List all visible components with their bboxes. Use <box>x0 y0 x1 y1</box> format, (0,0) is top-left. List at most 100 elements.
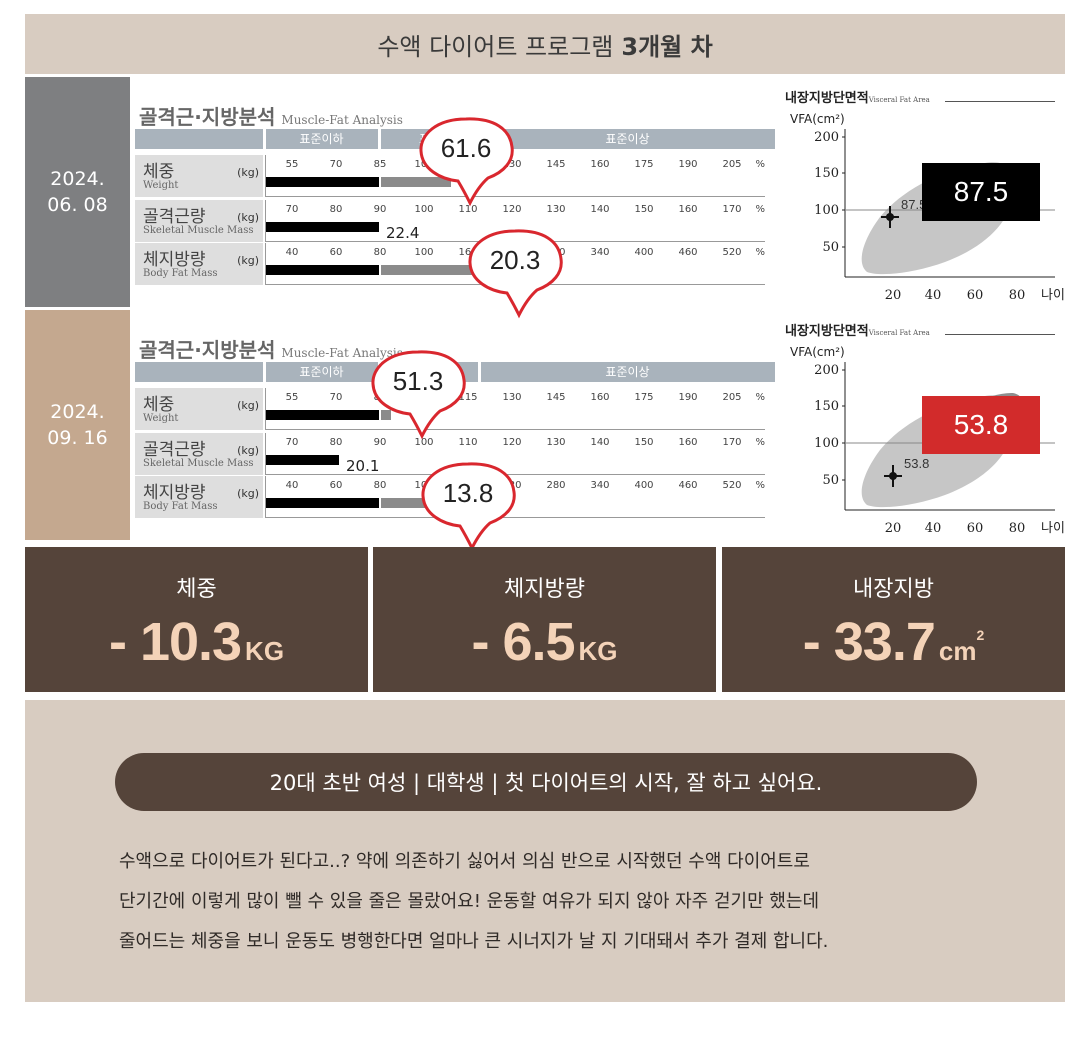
scale-tick: 170 <box>722 204 742 215</box>
analysis-bar <box>266 177 379 187</box>
review-headline: 20대 초반 여성 | 대학생 | 첫 다이어트의 시작, 잘 하고 싶어요. <box>115 753 977 811</box>
mfa-title: 골격근·지방분석 Muscle-Fat Analysis <box>139 334 403 363</box>
scale-header-above: 표준이상 <box>605 132 650 146</box>
analysis-label: 골격근량 Skeletal Muscle Mass (kg) <box>135 200 263 242</box>
scale-tick: 150 <box>634 437 654 448</box>
analysis-label: 골격근량 Skeletal Muscle Mass (kg) <box>135 433 263 475</box>
scale-tick: 205 <box>722 392 742 403</box>
mfa-title-ko: 골격근·지방분석 <box>139 105 276 129</box>
label-ko: 체중 <box>143 395 175 415</box>
label-unit: (kg) <box>237 211 259 224</box>
label-en: Skeletal Muscle Mass <box>143 458 254 469</box>
scale-tick: 110 <box>458 204 478 215</box>
percent-sign: % <box>755 480 765 491</box>
analysis-row: 골격근량 Skeletal Muscle Mass (kg) 70 80 90 100 110… <box>135 433 775 477</box>
date-day: 09. 16 <box>47 427 108 449</box>
scale-tick: 100 <box>414 247 434 258</box>
scale-tick: 80 <box>373 480 387 491</box>
scale-header-below: 표준이하 <box>299 365 344 379</box>
scale-tick: 400 <box>634 247 654 258</box>
scale-tick: 160 <box>678 204 698 215</box>
vfa-ytick: 150 <box>814 166 839 181</box>
date-column: 2024. 06. 08 <box>25 77 130 307</box>
scale-tick: 520 <box>722 247 742 258</box>
scale-tick: 130 <box>546 204 566 215</box>
scale-tick: 90 <box>373 437 387 448</box>
scale-tick: 60 <box>329 480 343 491</box>
analysis-bar <box>266 498 379 508</box>
header-title-bold: 3개월 차 <box>621 32 713 61</box>
analysis-scale: 557085100115130145160175190205% <box>265 388 765 430</box>
mfa-title-ko: 골격근·지방분석 <box>139 338 276 362</box>
label-unit: (kg) <box>237 444 259 457</box>
scale-tick: 130 <box>502 159 522 170</box>
date-year: 2024. <box>50 401 105 423</box>
scale-tick: 280 <box>546 480 566 491</box>
scale-tick: 460 <box>678 247 698 258</box>
label-ko: 체지방량 <box>143 483 206 503</box>
vfa-ytick: 100 <box>814 203 839 218</box>
stat-unit: KG <box>578 636 618 666</box>
value-callout: 20.3 <box>467 227 567 319</box>
vfa-ylabel: VFA(cm²) <box>790 345 845 359</box>
vfa-xtick: 20 <box>885 521 902 536</box>
scale-tick: 170 <box>722 437 742 448</box>
analysis-scale: 70 80 90 100 110 120 130 140 150 160 170% 20.1 <box>265 433 765 475</box>
vfa-title: 내장지방단면적Visceral Fat Area <box>785 91 930 106</box>
scale-tick: 60 <box>329 247 343 258</box>
scale-tick: 340 <box>590 480 610 491</box>
analysis-row: 골격근량 Skeletal Muscle Mass (kg) 70 80 90 100 110… <box>135 200 775 244</box>
callout-value: 20.3 <box>489 244 541 275</box>
vfa-ytick: 150 <box>814 399 839 414</box>
vfa-ytick: 100 <box>814 436 839 451</box>
visceral-fat-area-chart: 내장지방단면적Visceral Fat Area VFA(cm²) 200 150 10… <box>785 77 1065 307</box>
review-line: 단기간에 이렇게 많이 뺄 수 있을 줄은 몰랐어요! 운동할 여유가 되지 않… <box>119 891 820 912</box>
callout-value: 13.8 <box>442 477 494 508</box>
stat-body-fat: 체지방량 - 6.5 KG <box>373 547 716 692</box>
scale-tick: 100 <box>414 204 434 215</box>
stat-title: 체중 <box>176 577 217 602</box>
date-column: 2024. 09. 16 <box>25 310 130 540</box>
analysis-label: 체중 Weight (kg) <box>135 155 263 197</box>
scale-tick: 80 <box>329 204 343 215</box>
label-unit: (kg) <box>237 399 259 412</box>
stat-title: 내장지방 <box>853 577 934 602</box>
stat-visceral-fat: 내장지방 - 33.7 cm2 <box>722 547 1065 692</box>
label-unit: (kg) <box>237 254 259 267</box>
scale-tick: 130 <box>546 437 566 448</box>
vfa-value-box: 53.8 <box>922 396 1040 454</box>
vfa-point-label: 87.5 <box>901 197 926 212</box>
percent-sign: % <box>755 204 765 215</box>
label-unit: (kg) <box>237 487 259 500</box>
analysis-bar <box>266 455 339 465</box>
analysis-bar <box>381 410 391 420</box>
scale-tick: 205 <box>722 159 742 170</box>
label-ko: 체중 <box>143 162 175 182</box>
scale-tick: 70 <box>285 204 299 215</box>
label-en: Skeletal Muscle Mass <box>143 225 254 236</box>
vfa-xtick: 80 <box>1009 521 1026 536</box>
page-header: 수액 다이어트 프로그램 3개월 차 <box>25 14 1065 74</box>
scale-header-below: 표준이하 <box>299 132 344 146</box>
analysis-bar <box>381 265 511 275</box>
scale-tick: 175 <box>634 392 654 403</box>
vfa-xtick: 40 <box>925 288 942 303</box>
date-day: 06. 08 <box>47 194 108 216</box>
percent-sign: % <box>755 159 765 170</box>
visceral-fat-area-chart: 내장지방단면적Visceral Fat Area VFA(cm²) 200 150 10… <box>785 310 1065 540</box>
scale-tick: 100 <box>414 437 434 448</box>
scale-tick: 120 <box>502 437 522 448</box>
scale-tick: 175 <box>634 159 654 170</box>
scale-tick: 400 <box>634 480 654 491</box>
label-en: Weight <box>143 413 179 424</box>
scale-tick: 140 <box>590 437 610 448</box>
vfa-point-label: 53.8 <box>904 456 929 471</box>
scale-tick: 70 <box>329 159 343 170</box>
mfa-subtitle: Muscle-Fat Analysis <box>281 346 403 360</box>
scale-tick: 160 <box>678 437 698 448</box>
vfa-point <box>886 213 894 221</box>
vfa-point <box>889 472 897 480</box>
review-text: 수액으로 다이어트가 된다고..? 약에 의존하기 싫어서 의심 반으로 시작했… <box>119 842 999 962</box>
